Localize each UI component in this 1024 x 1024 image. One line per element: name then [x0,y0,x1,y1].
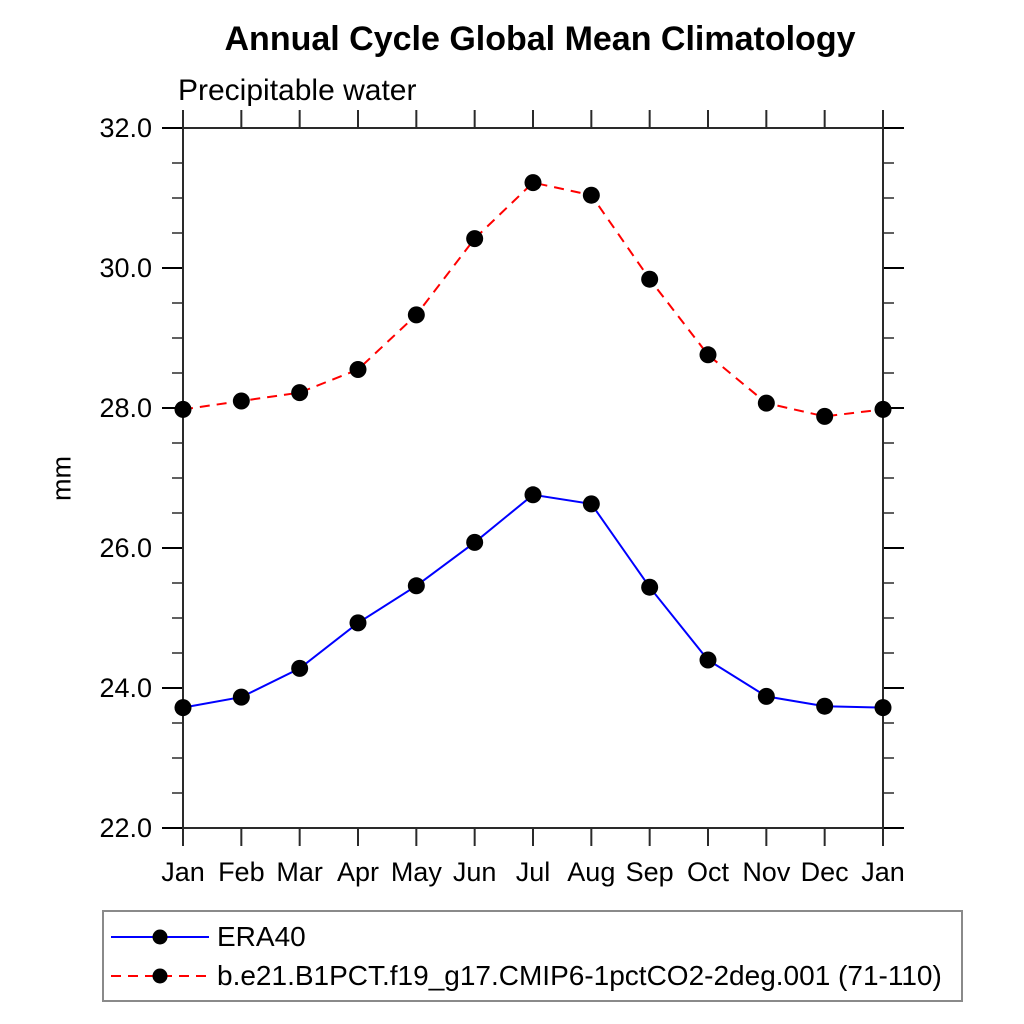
x-tick-label: Aug [567,857,615,887]
x-tick-label: Jan [161,857,205,887]
data-point-marker-0 [524,486,542,504]
x-tick-label: Jan [861,857,905,887]
x-tick-label: Oct [687,857,730,887]
legend-sample-era40-line-icon [111,929,209,944]
legend-label-model: b.e21.B1PCT.f19_g17.CMIP6-1pctCO2-2deg.0… [217,959,942,991]
data-point-marker-0 [699,651,717,669]
data-point-marker-0 [874,699,892,717]
y-tick-label: 28.0 [99,393,152,423]
data-point-marker-0 [232,688,250,706]
data-point-marker-1 [757,394,775,412]
data-point-marker-1 [232,392,250,410]
chart-title: Annual Cycle Global Mean Climatology [224,20,856,58]
x-tick-label: Apr [337,857,379,887]
plot-frame [182,127,884,829]
data-point-marker-0 [466,533,484,551]
x-tick-label: Sep [626,857,674,887]
x-tick-label: Jun [453,857,497,887]
x-tick-label: May [391,857,443,887]
data-point-marker-0 [757,687,775,705]
data-point-marker-1 [291,384,309,402]
data-point-marker-1 [582,186,600,204]
legend-item-model: b.e21.B1PCT.f19_g17.CMIP6-1pctCO2-2deg.0… [109,959,961,991]
series-line-0 [182,493,884,709]
data-point-marker-1 [874,400,892,418]
data-point-marker-0 [641,578,659,596]
y-tick-label: 30.0 [99,253,152,283]
data-point-marker-0 [407,577,425,595]
legend-sample-model-line-icon [111,968,209,983]
x-tick-label: Jul [516,857,551,887]
legend-label-era40: ERA40 [217,920,306,952]
y-tick-label: 26.0 [99,533,152,563]
legend-item-era40: ERA40 [109,920,961,952]
data-point-marker-1 [524,174,542,192]
data-point-marker-1 [816,407,834,425]
data-point-marker-0 [582,495,600,513]
data-point-marker-0 [174,699,192,717]
data-point-marker-0 [816,697,834,715]
data-point-marker-0 [291,659,309,677]
y-tick-label: 32.0 [99,113,152,143]
data-point-marker-1 [641,270,659,288]
data-point-marker-1 [699,346,717,364]
series-line-1 [182,181,884,418]
legend-box: ERA40 b.e21.B1PCT.f19_g17.CMIP6-1pctCO2-… [102,910,963,1002]
chart-subtitle: Precipitable water [178,74,417,107]
x-tick-label: Mar [276,857,323,887]
data-point-marker-1 [466,230,484,248]
x-tick-label: Feb [218,857,265,887]
x-tick-label: Nov [742,857,791,887]
data-point-marker-0 [349,614,367,632]
x-tick-label: Dec [801,857,849,887]
y-tick-label: 22.0 [99,813,152,843]
y-tick-label: 24.0 [99,673,152,703]
data-point-marker-1 [349,361,367,378]
data-point-marker-1 [174,400,192,418]
data-point-marker-1 [407,306,425,324]
